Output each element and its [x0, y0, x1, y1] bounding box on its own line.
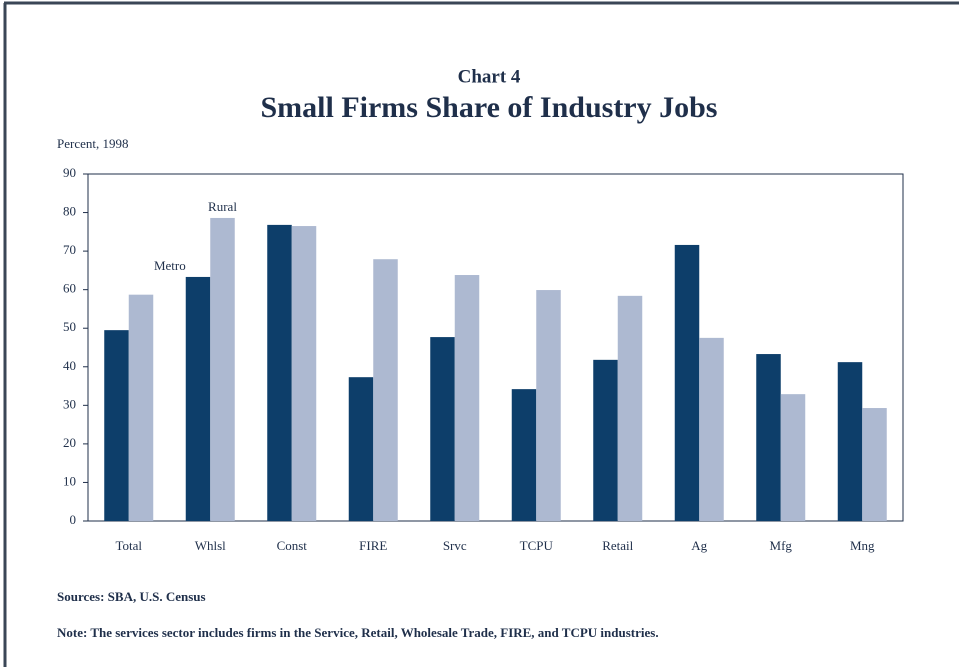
x-tick-label: Const	[277, 538, 308, 553]
x-tick-label: Whlsl	[195, 538, 226, 553]
bar	[267, 224, 292, 522]
bar	[430, 337, 455, 521]
y-axis-label: Percent, 1998	[57, 136, 128, 151]
y-tick-label: 40	[63, 358, 76, 373]
bar	[373, 259, 398, 521]
note: Note: The services sector includes firms…	[57, 625, 659, 640]
y-tick-label: 30	[63, 396, 76, 411]
y-tick-label: 50	[63, 319, 76, 334]
bar	[185, 276, 211, 521]
x-tick-label: Retail	[602, 538, 633, 553]
bar	[511, 389, 537, 521]
y-tick-label: 10	[63, 473, 76, 488]
bar	[699, 337, 724, 521]
y-tick-label: 90	[63, 165, 76, 180]
bar	[536, 290, 561, 521]
bar	[756, 354, 781, 521]
series-label: Rural	[208, 199, 237, 214]
bar	[128, 294, 154, 521]
bar	[454, 275, 480, 521]
x-tick-label: FIRE	[359, 538, 387, 553]
x-tick-label: Srvc	[443, 538, 467, 553]
plot-frame	[87, 173, 904, 522]
bar	[674, 244, 700, 522]
bar	[862, 408, 887, 521]
x-tick-label: Mfg	[770, 538, 793, 553]
x-tick-label: Ag	[691, 538, 707, 553]
bar	[348, 377, 374, 521]
bar	[593, 359, 618, 521]
bar	[837, 362, 863, 521]
y-tick-label: 80	[63, 204, 76, 219]
bar	[291, 226, 317, 522]
x-tick-label: TCPU	[520, 538, 554, 553]
x-tick-label: Total	[115, 538, 142, 553]
bar	[780, 394, 806, 521]
y-tick-label: 0	[70, 512, 77, 527]
series-label: Metro	[154, 258, 186, 273]
chart-subtitle: Chart 4	[458, 66, 521, 87]
y-tick-label: 70	[63, 242, 76, 257]
y-tick-label: 20	[63, 435, 76, 450]
bar	[617, 295, 643, 521]
chart-title: Small Firms Share of Industry Jobs	[260, 91, 717, 124]
x-tick-label: Mng	[850, 538, 875, 553]
bar	[210, 217, 235, 521]
y-tick-label: 60	[63, 281, 76, 296]
sources: Sources: SBA, U.S. Census	[57, 589, 206, 604]
bar	[104, 330, 129, 521]
